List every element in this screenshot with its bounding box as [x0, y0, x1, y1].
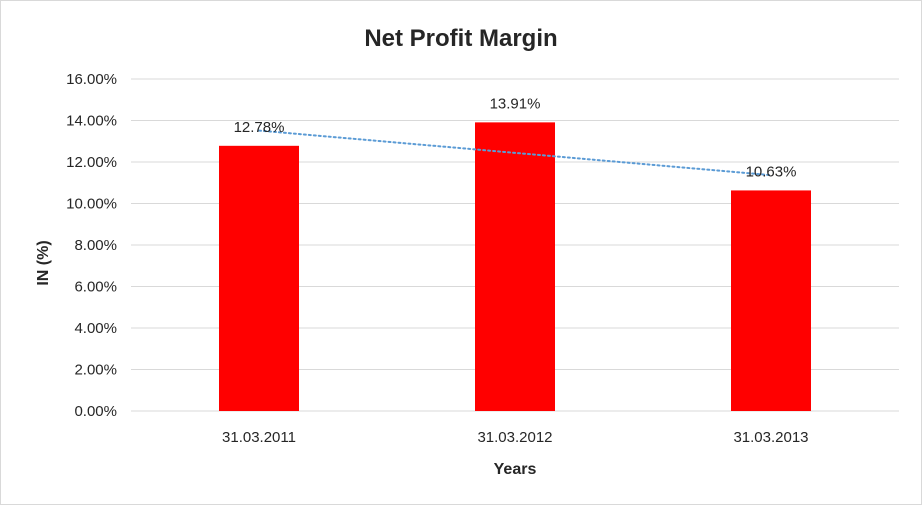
chart-title: Net Profit Margin [364, 25, 557, 52]
y-axis-ticks: 0.00% 2.00% 4.00% 6.00% 8.00% 10.00% 12.00% 14.… [66, 71, 117, 420]
bars [219, 122, 811, 412]
bar-31.03.2011 [219, 145, 299, 411]
x-tick-label: 31.03.2013 [733, 429, 808, 446]
x-axis-ticks: 31.03.2011 31.03.2012 31.03.2013 [222, 429, 809, 446]
x-tick-label: 31.03.2012 [477, 429, 552, 446]
y-axis-title: IN (%) [35, 240, 52, 285]
x-tick-label: 31.03.2011 [222, 429, 296, 446]
x-axis-title: Years [494, 461, 537, 478]
data-labels: 12.78% 13.91% 10.63% [234, 95, 797, 180]
y-tick-label: 6.00% [74, 279, 117, 296]
data-label: 12.78% [234, 119, 285, 136]
y-tick-label: 14.00% [66, 113, 117, 130]
data-label: 10.63% [746, 163, 797, 180]
trendline [258, 129, 772, 177]
trendline-group [258, 129, 772, 177]
y-tick-label: 8.00% [74, 237, 117, 254]
y-tick-label: 0.00% [74, 403, 117, 420]
y-tick-label: 4.00% [74, 320, 117, 337]
y-tick-label: 12.00% [66, 154, 117, 171]
y-tick-label: 16.00% [66, 71, 117, 88]
data-label: 13.91% [490, 95, 541, 112]
y-tick-label: 2.00% [74, 362, 117, 379]
bar-31.03.2013 [731, 190, 811, 411]
bar-31.03.2012 [475, 122, 555, 412]
y-tick-label: 10.00% [66, 196, 117, 213]
